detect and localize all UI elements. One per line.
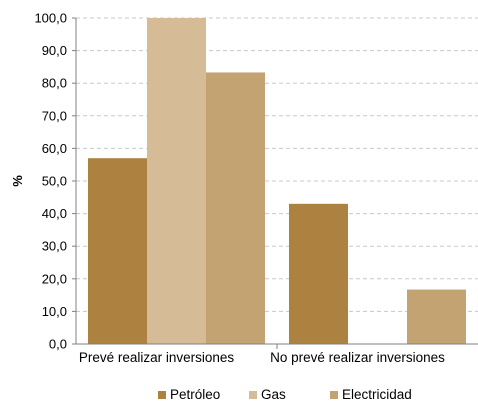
bar-electricidad bbox=[407, 289, 466, 344]
x-category-label: No prevé realizar inversiones bbox=[270, 350, 445, 365]
legend-label: Electricidad bbox=[342, 387, 412, 402]
legend-swatch bbox=[158, 391, 166, 399]
bar-petróleo bbox=[88, 158, 147, 344]
legend-label: Petróleo bbox=[170, 387, 220, 402]
bar-electricidad bbox=[206, 72, 265, 344]
y-tick-label: 100,0 bbox=[34, 11, 67, 26]
legend-swatch bbox=[249, 391, 257, 399]
bars bbox=[88, 18, 466, 344]
y-tick-label: 50,0 bbox=[42, 174, 67, 189]
y-tick-label: 80,0 bbox=[42, 76, 67, 91]
y-tick-labels: 0,0 10,0 20,0 30,0 40,0 50,0 60,0 70,0 80,0 90,0 1… bbox=[34, 11, 67, 352]
legend: Petróleo Gas Electricidad bbox=[158, 387, 412, 402]
y-tick-label: 20,0 bbox=[42, 271, 67, 286]
bar-petróleo bbox=[289, 203, 348, 344]
y-tick-label: 70,0 bbox=[42, 108, 67, 123]
y-tick-label: 30,0 bbox=[42, 239, 67, 254]
y-tick-label: 90,0 bbox=[42, 43, 67, 58]
y-tick-label: 40,0 bbox=[42, 206, 67, 221]
y-axis-title: % bbox=[10, 175, 25, 187]
bar-gas bbox=[147, 18, 206, 344]
axes bbox=[72, 17, 478, 349]
legend-label: Gas bbox=[261, 387, 286, 402]
x-category-labels: Prevé realizar inversiones No prevé reali… bbox=[79, 350, 445, 365]
legend-swatch bbox=[330, 391, 338, 399]
y-tick-label: 10,0 bbox=[42, 304, 67, 319]
y-tick-label: 60,0 bbox=[42, 141, 67, 156]
y-tick-label: 0,0 bbox=[49, 337, 67, 352]
x-category-label: Prevé realizar inversiones bbox=[79, 350, 235, 365]
